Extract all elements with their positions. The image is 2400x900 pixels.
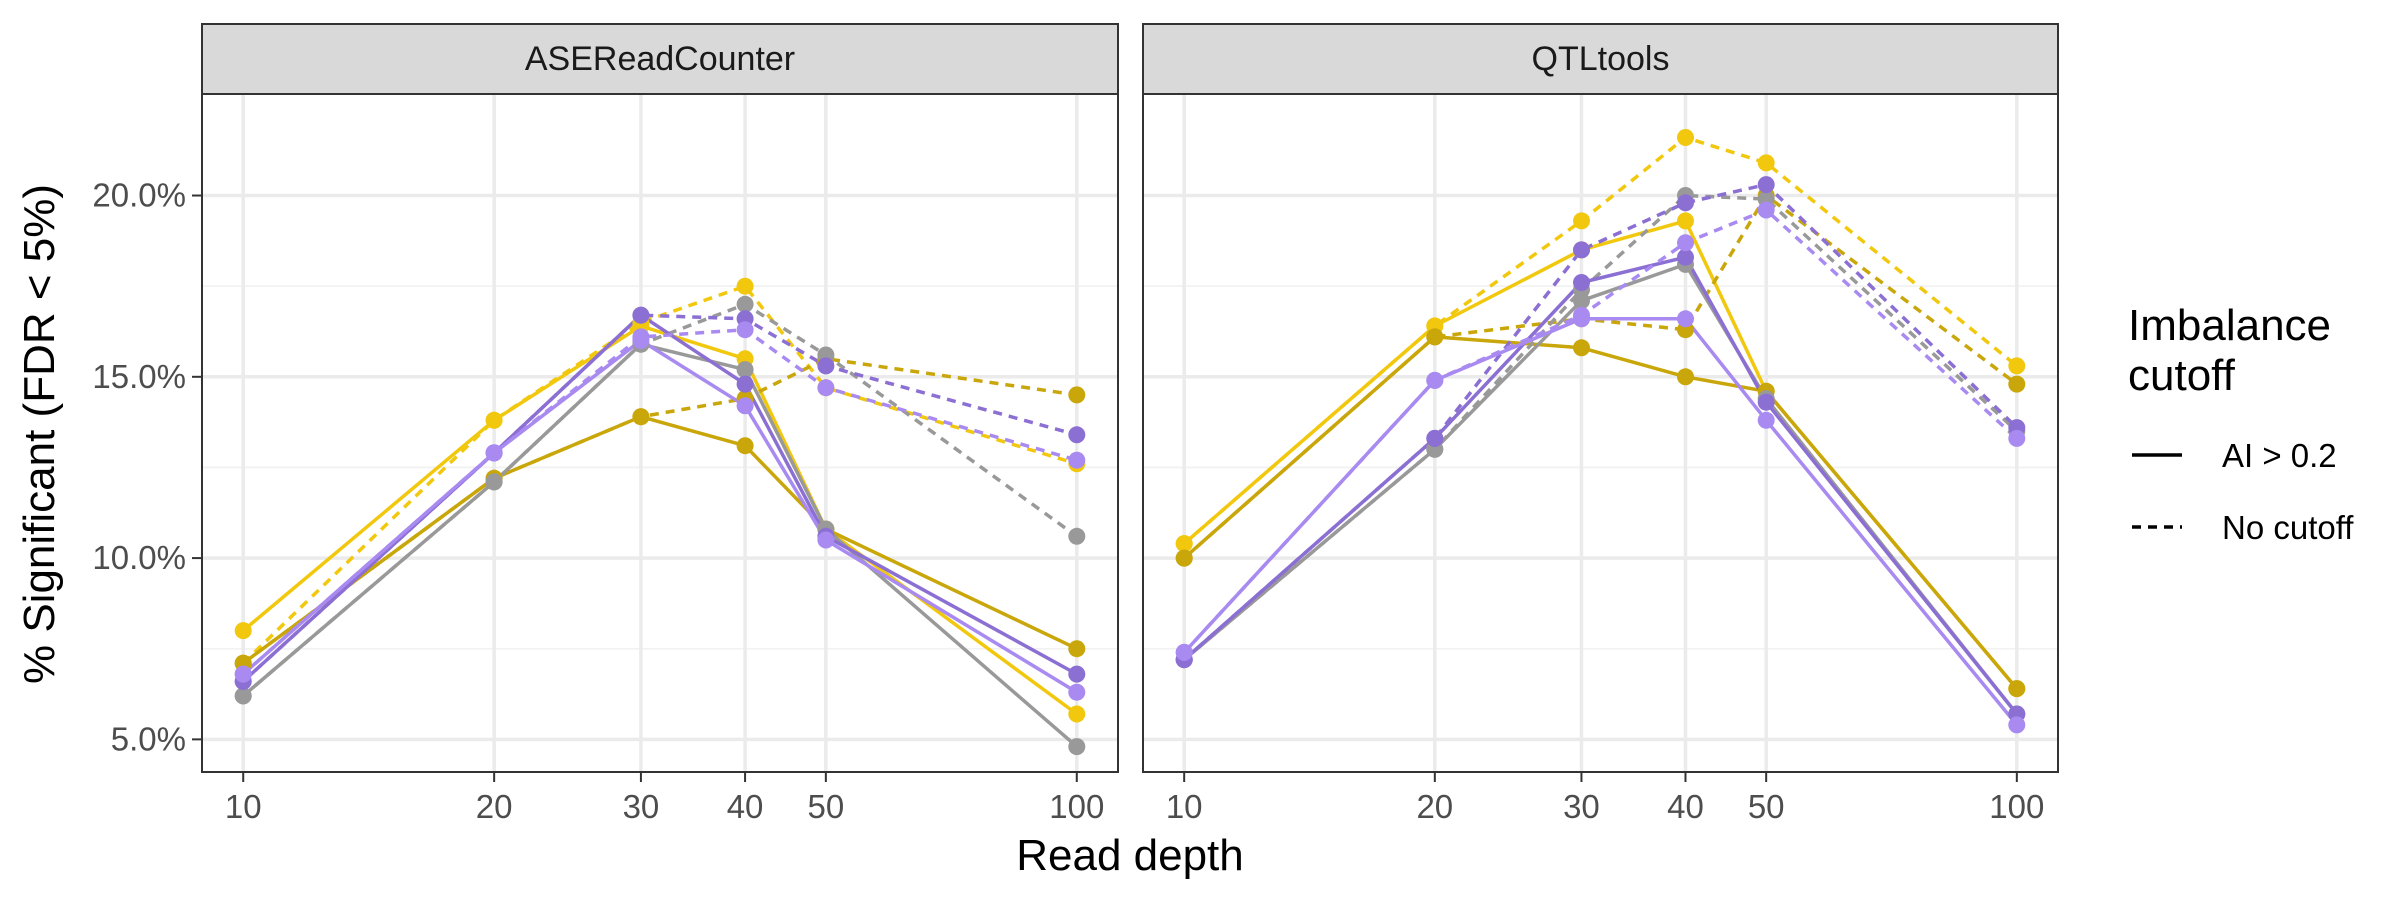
data-point (1757, 176, 1775, 194)
data-point (1573, 212, 1590, 230)
data-point (736, 375, 754, 393)
data-point (1677, 212, 1694, 230)
series-line-8 (242, 313, 1078, 683)
legend-title-line-1: Imbalance (2128, 301, 2331, 350)
data-point (632, 306, 650, 324)
series-line-4 (242, 356, 1078, 665)
data-point (1757, 411, 1775, 429)
series-line-2 (1183, 135, 2018, 545)
panel-asereadcounter: ASEReadCounter 10 20 30 40 50 100 5.0% 10.0% 15.0… (92, 23, 1119, 825)
x-tick-label: 20 (1416, 788, 1453, 825)
data-point (632, 328, 650, 346)
x-tick-label: 40 (727, 788, 764, 825)
data-point (485, 411, 503, 429)
data-point (1426, 371, 1444, 389)
data-point (736, 361, 754, 379)
x-tick-label: 50 (1748, 788, 1785, 825)
legend: Imbalance cutoff AI > 0.2 No cutoff (2128, 301, 2354, 546)
data-point (2008, 716, 2026, 734)
data-point (1757, 393, 1775, 411)
x-tick-label: 20 (476, 788, 513, 825)
data-point (1068, 705, 1086, 723)
data-point (234, 622, 252, 640)
y-tick-label: 20.0% (92, 177, 186, 214)
legend-label-ai-cutoff: AI > 0.2 (2222, 437, 2337, 474)
panels: ASEReadCounter 10 20 30 40 50 100 5.0% 10.0% 15.0… (92, 23, 2059, 825)
series-line-10 (1182, 208, 2018, 654)
data-point (736, 277, 754, 295)
data-point (485, 473, 503, 491)
data-point (1677, 194, 1694, 212)
legend-label-no-cutoff: No cutoff (2222, 509, 2354, 546)
data-point (234, 687, 252, 705)
x-tick-label: 30 (1563, 788, 1600, 825)
x-tick-label: 10 (225, 788, 262, 825)
series-line-2 (241, 284, 1078, 665)
x-axis-title: Read depth (1016, 831, 1244, 880)
data-point (1068, 386, 1086, 404)
series-line-8 (1183, 182, 2019, 661)
data-point (817, 357, 835, 375)
data-point (632, 408, 650, 426)
data-point (817, 379, 835, 397)
x-tick-label: 100 (1049, 788, 1104, 825)
data-point (736, 437, 754, 455)
data-point (1426, 328, 1444, 346)
data-point (1677, 234, 1694, 252)
data-point (1677, 248, 1694, 266)
data-point (485, 444, 503, 462)
series-line-10 (242, 327, 1078, 676)
data-point (1068, 527, 1086, 545)
data-point (817, 531, 835, 549)
data-point (1573, 241, 1590, 259)
data-point (1068, 665, 1086, 683)
data-point (1068, 640, 1086, 658)
facet-strip-label: ASEReadCounter (525, 40, 795, 78)
data-point (2008, 680, 2026, 698)
x-tick-label: 50 (807, 788, 844, 825)
data-point (1175, 535, 1193, 553)
series-line-4 (1183, 193, 2018, 560)
data-point (736, 397, 754, 415)
data-point (1573, 339, 1590, 357)
x-tick-label: 30 (623, 788, 660, 825)
data-point (1068, 426, 1086, 444)
facet-strip (1142, 23, 2059, 95)
x-tick-label: 40 (1667, 788, 1704, 825)
data-point (234, 665, 252, 683)
y-tick-label: 15.0% (92, 358, 186, 395)
data-point (2008, 429, 2026, 447)
data-point (1175, 643, 1193, 661)
series-line-6 (1183, 193, 2018, 661)
facet-strip-label: QTLtools (1532, 40, 1670, 78)
data-point (736, 295, 754, 313)
data-point (1573, 306, 1590, 324)
y-axis-title: % Significant (FDR < 5%) (15, 184, 64, 684)
data-point (2008, 357, 2026, 375)
data-point (736, 321, 754, 339)
data-point (1677, 310, 1694, 328)
data-point (1175, 549, 1193, 567)
y-tick-label: 5.0% (111, 720, 186, 757)
data-point (1426, 429, 1444, 447)
data-point (1068, 451, 1086, 469)
data-point (1757, 154, 1775, 172)
panel-background (202, 94, 1118, 772)
facet-strip (201, 23, 1119, 95)
panel-qtltools: QTLtools 10 20 30 40 50 100 (1142, 23, 2059, 825)
data-point (1573, 274, 1590, 291)
data-point (1757, 201, 1775, 219)
data-point (1068, 683, 1086, 701)
x-tick-label: 10 (1166, 788, 1203, 825)
legend-title-line-2: cutoff (2128, 351, 2236, 400)
data-point (1677, 129, 1694, 146)
y-tick-label: 10.0% (92, 539, 186, 576)
data-point (2008, 375, 2026, 393)
series-line-6 (242, 302, 1078, 698)
data-point (1068, 738, 1086, 756)
data-point (1677, 368, 1694, 386)
x-tick-label: 100 (1989, 788, 2044, 825)
